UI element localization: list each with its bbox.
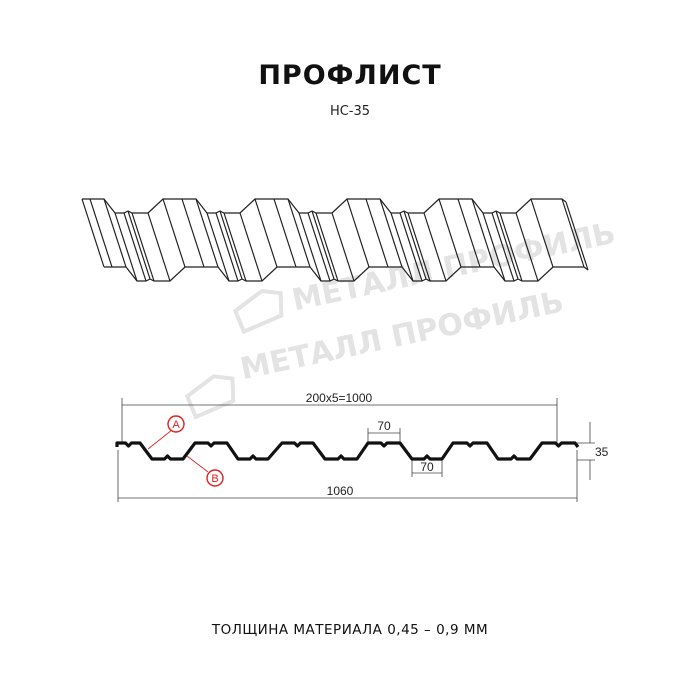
cross-section-dimensions [117, 398, 595, 502]
svg-text:B: B [211, 473, 218, 485]
sheet-fold-line [438, 198, 462, 268]
sheet-fold-line [315, 212, 339, 282]
sheet-fold-line [103, 198, 127, 268]
sheet-fold-line [399, 212, 423, 282]
dim-total-label: 1060 [327, 484, 354, 498]
dim-height-label: 35 [595, 445, 609, 459]
sheet-fold-line [307, 212, 331, 282]
sheet-fold-line [206, 212, 230, 282]
sheet-fold-line [407, 212, 431, 282]
sheet-stiffener-line [457, 198, 481, 268]
sheet-stiffener-line [89, 198, 113, 268]
sheet-fold-line [403, 210, 427, 280]
sheet-fold-line [81, 198, 105, 268]
sheet-fold-line [530, 198, 554, 268]
svg-text:МЕТАЛЛ ПРОФИЛЬ: МЕТАЛЛ ПРОФИЛЬ [237, 284, 567, 387]
sheet-stiffener-line [365, 198, 389, 268]
material-thickness-note: ТОЛЩИНА МАТЕРИАЛА 0,45 – 0,9 ММ [211, 622, 489, 638]
sheet-fold-line [123, 212, 147, 282]
sheet-fold-line [495, 210, 519, 280]
dim-bottom-label: 70 [420, 460, 434, 474]
sheet-fold-line [482, 212, 506, 282]
isometric-sheet-view [81, 198, 589, 282]
sheet-fold-line [499, 212, 523, 282]
sheet-fold-line [131, 212, 155, 282]
model-subtitle: НС-35 [329, 104, 371, 119]
sheet-fold-line [287, 198, 311, 268]
sheet-fold-line [515, 212, 539, 282]
dim-top-label: 70 [377, 419, 391, 433]
sheet-fold-line [423, 212, 447, 282]
svg-text:A: A [172, 419, 180, 431]
sheet-front-edge [82, 198, 567, 214]
sheet-fold-line [223, 212, 247, 282]
sheet-fold-line [195, 198, 219, 268]
cross-section-profile [115, 441, 580, 461]
sheet-fold-line [565, 201, 589, 271]
sheet-fold-line [379, 198, 403, 268]
sheet-back-edge [104, 266, 589, 282]
callout-a: A [147, 415, 185, 450]
sheet-fold-line [162, 198, 186, 268]
sheet-fold-line [346, 198, 370, 268]
watermark-logo-bottom: МЕТАЛЛ ПРОФИЛЬ [184, 284, 567, 420]
sheet-stiffener-line [273, 198, 297, 268]
dim-pitch-label: 200x5=1000 [306, 391, 373, 405]
sheet-fold-line [239, 212, 263, 282]
sheet-fold-line [147, 212, 171, 282]
sheet-fold-line [471, 198, 495, 268]
sheet-fold-line [219, 210, 243, 280]
sheet-fold-line [254, 198, 278, 268]
sheet-fold-line [127, 210, 151, 280]
page-title: ПРОФЛИСТ [258, 60, 442, 91]
sheet-fold-line [491, 212, 515, 282]
sheet-fold-line [298, 212, 322, 282]
callout-b: B [186, 455, 224, 487]
sheet-stiffener-line [181, 198, 205, 268]
sheet-fold-line [114, 212, 138, 282]
sheet-fold-line [390, 212, 414, 282]
sheet-fold-line [311, 210, 335, 280]
sheet-fold-line [215, 212, 239, 282]
sheet-fold-line [331, 212, 355, 282]
sheet-fold-line [561, 198, 585, 268]
